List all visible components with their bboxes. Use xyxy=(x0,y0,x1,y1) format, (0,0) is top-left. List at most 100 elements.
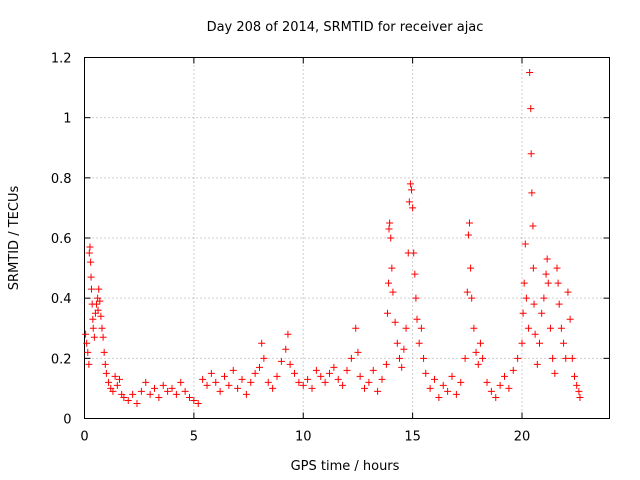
data-point xyxy=(299,381,307,389)
data-point xyxy=(89,315,97,323)
data-point xyxy=(295,378,303,386)
data-point xyxy=(168,384,176,392)
data-point xyxy=(251,369,259,377)
y-tick-label: 1.2 xyxy=(51,52,72,67)
data-point xyxy=(356,372,364,380)
data-point xyxy=(101,360,109,368)
data-point xyxy=(412,294,420,302)
data-point xyxy=(199,375,207,383)
data-point xyxy=(87,258,95,266)
data-point xyxy=(382,360,390,368)
data-point xyxy=(530,300,538,308)
data-point xyxy=(116,375,123,383)
data-point xyxy=(159,381,167,389)
grid xyxy=(84,57,610,419)
data-point xyxy=(398,363,406,371)
data-point xyxy=(555,300,563,308)
data-point xyxy=(321,378,329,386)
data-point xyxy=(96,297,104,305)
data-point xyxy=(525,324,533,332)
data-point xyxy=(93,300,101,308)
data-point xyxy=(420,354,428,362)
data-point xyxy=(284,330,292,338)
data-point xyxy=(562,354,570,362)
data-point xyxy=(422,369,430,377)
data-point xyxy=(564,288,572,296)
data-point xyxy=(568,354,576,362)
data-point xyxy=(186,393,193,401)
data-point xyxy=(277,357,285,365)
data-point xyxy=(242,390,250,398)
data-point xyxy=(479,354,487,362)
data-point xyxy=(334,375,342,383)
data-point xyxy=(137,387,145,395)
data-point xyxy=(526,69,534,77)
data-point xyxy=(113,381,121,389)
data-point xyxy=(470,324,478,332)
y-tick-label: 0 xyxy=(63,413,71,428)
data-point xyxy=(509,366,517,374)
data-point xyxy=(247,378,255,386)
data-point xyxy=(207,369,215,377)
x-tick-label: 20 xyxy=(514,430,531,445)
data-point xyxy=(415,339,423,347)
data-point xyxy=(464,231,472,239)
data-point xyxy=(286,360,294,368)
data-point xyxy=(527,150,535,158)
data-point xyxy=(89,324,97,332)
data-point xyxy=(549,354,557,362)
data-point xyxy=(529,222,537,230)
data-point xyxy=(466,219,473,227)
data-point xyxy=(448,372,456,380)
data-point xyxy=(538,309,546,317)
x-tick-label: 0 xyxy=(80,430,88,445)
data-point xyxy=(88,285,95,293)
data-point xyxy=(221,372,228,380)
data-point xyxy=(389,288,397,296)
data-point xyxy=(190,396,198,404)
data-point xyxy=(111,372,119,380)
data-point xyxy=(560,339,568,347)
data-point xyxy=(457,378,465,386)
data-point xyxy=(444,387,452,395)
data-point xyxy=(522,294,530,302)
data-point xyxy=(256,363,263,371)
data-point xyxy=(452,390,460,398)
data-point xyxy=(361,384,368,392)
data-point xyxy=(566,315,574,323)
data-point xyxy=(527,105,535,113)
data-point xyxy=(476,339,484,347)
data-point xyxy=(386,219,394,227)
data-point xyxy=(83,339,91,347)
data-point xyxy=(474,360,482,368)
data-point xyxy=(417,324,425,332)
data-point xyxy=(326,369,333,377)
data-point xyxy=(383,309,391,317)
data-point xyxy=(520,279,528,287)
data-point xyxy=(553,264,561,272)
data-point xyxy=(518,339,526,347)
data-point xyxy=(472,348,480,356)
axis-ticks: 0 5 10 15 20 0 0.2 0.4 0.6 0.8 1 1.2 xyxy=(51,52,610,445)
data-point xyxy=(85,249,93,257)
data-point xyxy=(124,396,132,404)
data-point xyxy=(100,348,108,356)
data-point xyxy=(575,387,583,395)
data-point xyxy=(216,387,224,395)
data-point xyxy=(521,240,529,248)
data-point xyxy=(203,381,211,389)
data-point xyxy=(409,204,417,212)
data-point xyxy=(86,243,94,251)
data-point xyxy=(439,381,447,389)
x-tick-label: 15 xyxy=(404,430,421,445)
y-tick-label: 1 xyxy=(63,112,71,127)
y-tick-label: 0.2 xyxy=(51,352,72,367)
data-point xyxy=(109,387,117,395)
data-point xyxy=(352,324,360,332)
data-point xyxy=(304,375,312,383)
data-point xyxy=(374,387,382,395)
data-point xyxy=(483,378,491,386)
data-point xyxy=(87,273,95,281)
data-point xyxy=(576,393,584,401)
